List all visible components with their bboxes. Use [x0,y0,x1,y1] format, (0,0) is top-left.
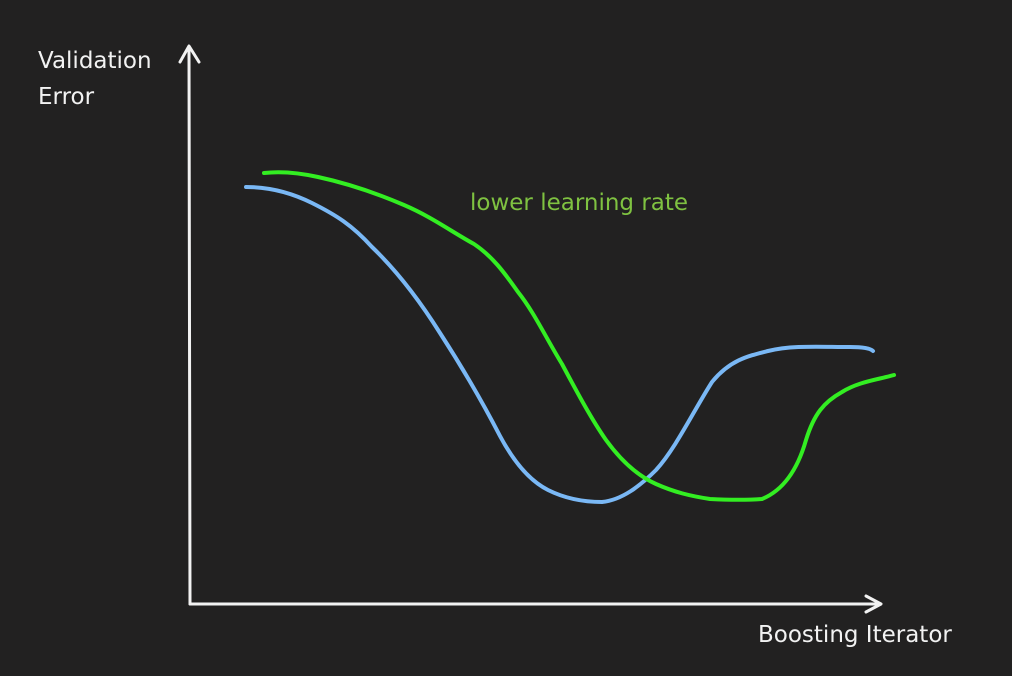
default-rate-curve [244,185,875,504]
y-axis-label-line-1: Validation [38,48,152,74]
y-axis-arrowhead [178,44,201,64]
y-axis [187,46,192,606]
x-axis-arrowhead [864,594,883,614]
lower-rate-curve [262,170,896,502]
lower-learning-rate-annotation: lower learning rate [470,190,689,216]
y-axis-label: Validation Error [38,43,152,115]
x-axis-label: Boosting Iterator [758,622,952,648]
y-axis-label-line-2: Error [38,84,95,110]
